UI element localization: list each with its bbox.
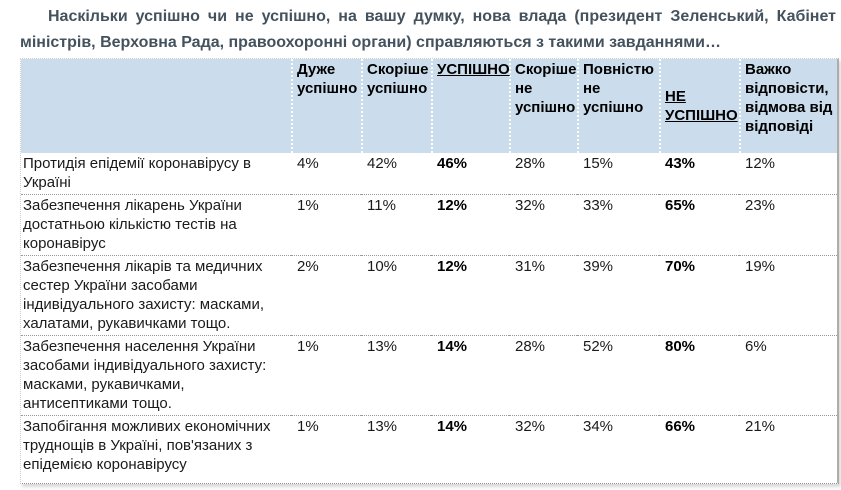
value-cell: 13% [361, 335, 431, 415]
value-cell: 21% [739, 415, 837, 483]
column-header: Повністю не успішно [577, 59, 659, 153]
value-cell: 31% [509, 255, 577, 335]
value-cell: 32% [509, 415, 577, 483]
table-row: Забезпечення населення України засобами … [21, 335, 837, 415]
table-row: Забезпечення лікарень України достатньою… [21, 194, 837, 255]
value-cell: 2% [291, 255, 361, 335]
value-cell: 12% [745, 155, 776, 172]
table-row: Забезпечення лікарів та медичних сестер … [21, 255, 837, 335]
table-row: Запобігання можливих економічних труднощ… [21, 415, 837, 483]
row-label: Забезпечення лікарів та медичних сестер … [21, 255, 291, 335]
value-cell: 28% [509, 335, 577, 415]
value-cell: 4% [297, 155, 319, 172]
header-row: Дуже успішно Скоріше успішно УСПІШНО Скоріш… [21, 59, 837, 153]
value-cell: 19% [739, 255, 837, 335]
column-header: Дуже успішно [291, 59, 361, 153]
value-cell: 70% [659, 255, 739, 335]
value-cell: 28% [515, 155, 546, 172]
value-cell: 80% [659, 335, 739, 415]
value-cell: 15% [583, 155, 614, 172]
value-cell: 42% [367, 155, 398, 172]
value-cell: 6% [739, 335, 837, 415]
column-header-label: НЕ УСПІШНО [665, 87, 738, 124]
value-cell: 39% [577, 255, 659, 335]
column-header: УСПІШНО [431, 59, 510, 153]
value-cell: 12% [431, 255, 509, 335]
question-title: Наскільки успішно чи не успішно, на вашу… [20, 8, 836, 51]
column-header: Важко відповісти, відмова від відповіді [739, 59, 837, 153]
row-label: Забезпечення лікарень України достатньою… [21, 194, 291, 255]
value-cell: 66% [659, 415, 739, 483]
value-cell: 11% [361, 194, 431, 255]
column-header-label: УСПІШНО [437, 61, 510, 78]
value-cell: 1% [291, 194, 361, 255]
value-cell: 14% [431, 415, 509, 483]
value-cell: 43% [665, 155, 696, 172]
row-label: Забезпечення населення України засобами … [21, 335, 291, 415]
table-body: Протидія епідемії коронавірусу в Україні… [21, 153, 837, 483]
value-cell: 10% [361, 255, 431, 335]
value-cell: 1% [291, 335, 361, 415]
value-cell: 23% [739, 194, 837, 255]
table-header: Дуже успішно Скоріше успішно УСПІШНО Скоріш… [21, 59, 837, 153]
corner-cell [21, 59, 291, 153]
value-cell: 1% [291, 415, 361, 483]
value-cell: 14% [431, 335, 509, 415]
value-cell: 52% [577, 335, 659, 415]
column-header: Скоріше не успішно [509, 59, 577, 153]
column-header: Скоріше успішно [361, 59, 431, 153]
results-table-container: Дуже успішно Скоріше успішно УСПІШНО Скоріш… [20, 58, 839, 484]
value-cell: 12% [431, 194, 509, 255]
row-label: Запобігання можливих економічних труднощ… [21, 415, 291, 483]
value-cell: 46% [437, 155, 468, 172]
value-cell: 32% [509, 194, 577, 255]
table-row: Протидія епідемії коронавірусу в Україні… [21, 153, 837, 194]
value-cell: 34% [577, 415, 659, 483]
value-cell: 13% [361, 415, 431, 483]
value-cell: 65% [659, 194, 739, 255]
results-table: Дуже успішно Скоріше успішно УСПІШНО Скоріш… [21, 59, 837, 483]
value-cell: 33% [577, 194, 659, 255]
row-label: Протидія епідемії коронавірусу в Україні [23, 155, 251, 191]
column-header: НЕ УСПІШНО [659, 59, 739, 153]
